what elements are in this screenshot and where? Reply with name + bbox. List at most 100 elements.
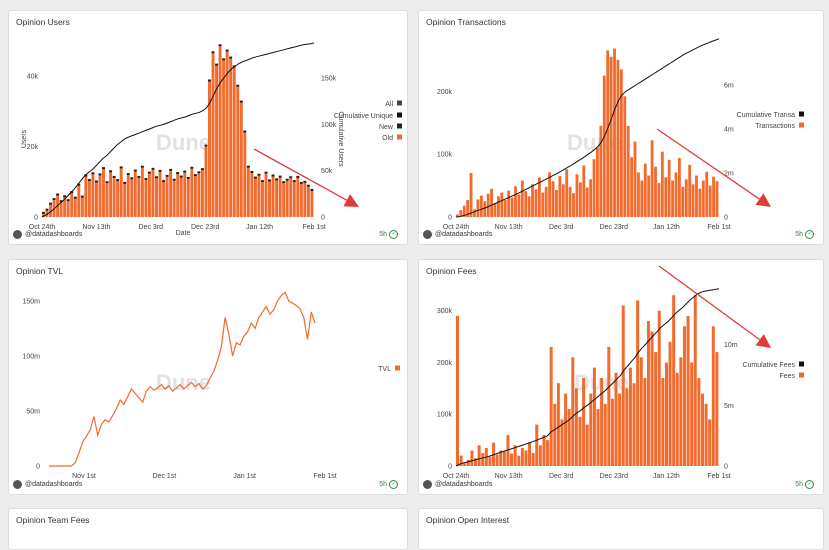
bar — [582, 378, 586, 466]
bar — [176, 174, 180, 217]
bar — [572, 193, 575, 217]
bar-new-segment — [285, 178, 289, 181]
bar — [603, 403, 607, 466]
bar — [708, 419, 712, 466]
bar — [690, 362, 694, 466]
x-tick-label: Jan 1st — [233, 473, 256, 480]
bar-new-segment — [73, 196, 77, 199]
legend-swatch — [799, 111, 804, 117]
y-tick-label: 300k — [437, 308, 453, 315]
bar — [204, 146, 208, 217]
bar — [133, 171, 137, 217]
bar-new-segment — [84, 174, 88, 177]
bar — [585, 424, 589, 466]
bar — [646, 321, 650, 466]
x-tick-label: Dec 3rd — [549, 224, 574, 231]
bar-new-segment — [87, 179, 91, 182]
bar — [80, 197, 84, 217]
bar — [571, 357, 575, 466]
author-name: @datadashboards — [435, 481, 493, 488]
bar — [527, 196, 531, 217]
y2-tick-label: 6m — [724, 83, 734, 90]
bar — [63, 197, 67, 217]
bar — [278, 177, 282, 217]
bar — [630, 157, 634, 217]
freshness-badge: 5h ✓ — [379, 480, 398, 489]
author-link[interactable]: @datadashboards — [423, 230, 492, 239]
bar — [190, 168, 194, 217]
freshness-text: 5h — [795, 481, 803, 488]
x-tick-label: Dec 23rd — [600, 473, 629, 480]
bar — [503, 200, 507, 217]
bar-new-segment — [162, 180, 166, 183]
bar — [183, 172, 187, 217]
bar — [253, 178, 257, 217]
bar — [668, 341, 672, 466]
legend-label: Fees — [779, 373, 795, 380]
bar — [684, 179, 688, 217]
bar-new-segment — [140, 165, 144, 168]
bar-new-segment — [303, 180, 307, 183]
bar — [596, 147, 599, 217]
bar — [292, 182, 296, 217]
bar — [609, 56, 613, 218]
bar-new-segment — [45, 208, 49, 211]
dune-watermark: Dune — [156, 370, 211, 395]
card-title: Opinion Team Fees — [16, 515, 90, 525]
x-axis-label: Date — [176, 230, 191, 237]
bar — [296, 177, 300, 217]
bar — [466, 459, 470, 466]
author-link[interactable]: @datadashboards — [13, 230, 82, 239]
y2-tick-label: 0 — [724, 464, 728, 471]
author-link[interactable]: @datadashboards — [423, 480, 492, 489]
freshness-text: 5h — [379, 481, 387, 488]
card-opinion-tvl: Opinion TVL Dune 0 50m 100m 150m Nov 1st Dec 1… — [8, 259, 408, 495]
bar — [542, 434, 546, 466]
x-tick-label: Dec 23rd — [600, 224, 629, 231]
bar-new-segment — [165, 174, 169, 177]
bar — [246, 167, 250, 217]
bar-new-segment — [126, 173, 130, 176]
bar-new-segment — [218, 44, 222, 47]
bar — [496, 196, 500, 217]
x-tick-label: Nov 13th — [495, 224, 523, 231]
bar — [193, 176, 197, 217]
y2-tick-label: 0 — [321, 215, 325, 222]
bar — [528, 442, 532, 466]
bar — [268, 181, 272, 217]
bar — [473, 209, 476, 217]
bar — [469, 173, 473, 217]
freshness-badge: 5h ✓ — [795, 230, 814, 239]
bar-new-segment — [52, 198, 56, 201]
bar — [310, 190, 314, 217]
y-tick-label: 100m — [22, 354, 40, 361]
bar — [169, 170, 173, 217]
bar-new-segment — [130, 177, 134, 180]
annotation-arrow-head — [755, 334, 771, 348]
y-axis-label: Users — [21, 129, 28, 148]
bar — [463, 463, 467, 466]
legend-swatch — [397, 134, 402, 140]
bar — [675, 372, 679, 466]
legend-label: New — [379, 124, 394, 131]
bar-new-segment — [253, 176, 257, 179]
bar — [495, 454, 499, 466]
bar — [466, 200, 470, 217]
bar-new-segment — [215, 63, 219, 66]
author-name: @datadashboards — [25, 481, 83, 488]
bar — [84, 176, 88, 217]
bar — [621, 305, 625, 466]
bar — [105, 183, 109, 217]
avatar — [423, 230, 432, 239]
bar — [66, 201, 70, 217]
bar — [555, 189, 558, 217]
bar — [144, 180, 148, 217]
author-link[interactable]: @datadashboards — [13, 480, 82, 489]
bar — [98, 175, 102, 217]
bar — [661, 378, 665, 466]
x-tick-label: Dec 3rd — [549, 473, 574, 480]
bar — [470, 450, 474, 466]
bar — [561, 184, 565, 217]
y-tick-label: 20k — [27, 144, 39, 151]
y-tick-label: 0 — [36, 464, 40, 471]
